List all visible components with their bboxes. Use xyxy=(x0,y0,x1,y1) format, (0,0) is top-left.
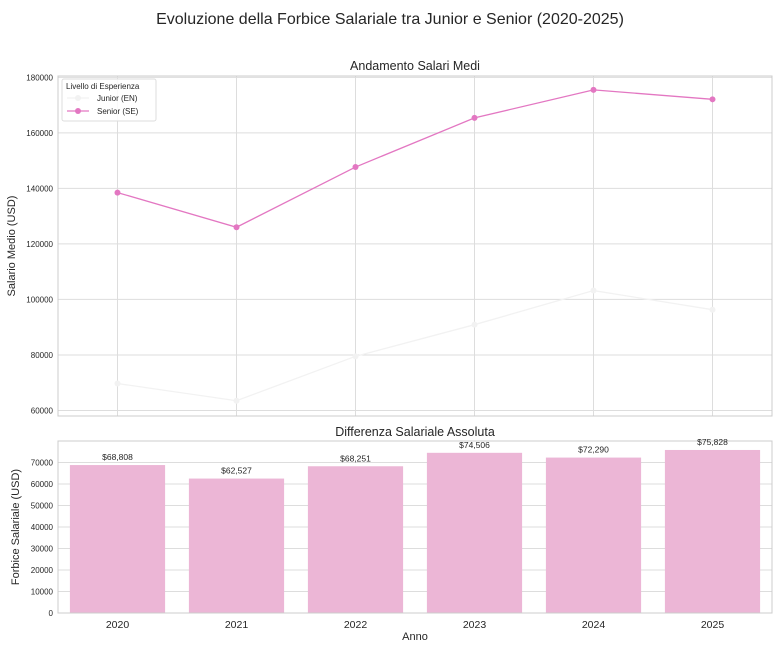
legend: Livello di Esperienza Junior (EN) Senior … xyxy=(61,78,157,122)
legend-marker-senior xyxy=(75,108,81,114)
bar xyxy=(426,452,523,613)
line-chart-y-tick-label: 160000 xyxy=(26,129,53,138)
bar-chart-y-tick-label: 50000 xyxy=(31,502,54,511)
bar-chart-x-tick-label: 2021 xyxy=(225,619,249,631)
bar xyxy=(664,449,761,613)
bar-data-label: $72,290 xyxy=(578,445,609,455)
line-chart-y-tick-label: 180000 xyxy=(26,73,53,82)
legend-label-junior: Junior (EN) xyxy=(97,94,138,103)
line-chart-y-tick-label: 100000 xyxy=(26,295,53,304)
line-chart-y-tick-label: 120000 xyxy=(26,240,53,249)
line-chart-frame xyxy=(57,75,773,417)
series-point-junior xyxy=(114,380,121,387)
line-chart-grid xyxy=(58,76,772,416)
bar-chart-y-tick-label: 40000 xyxy=(31,523,54,532)
bar-chart-salary-gap: Differenza Salariale Assoluta 0 10000 2000… xyxy=(10,425,773,643)
bar xyxy=(307,466,404,613)
series-line-junior xyxy=(117,289,713,402)
series-point-senior xyxy=(114,189,121,196)
bar-chart-y-tick-label: 20000 xyxy=(31,566,54,575)
series-point-senior xyxy=(352,164,359,171)
series-point-senior xyxy=(590,86,597,93)
line-chart-y-axis-label: Salario Medio (USD) xyxy=(6,196,18,297)
bar-chart-bars xyxy=(69,449,761,613)
series-point-senior xyxy=(709,96,716,103)
figure-title: Evoluzione della Forbice Salariale tra J… xyxy=(156,11,624,28)
bar-chart-y-tick-label: 0 xyxy=(49,609,54,618)
line-chart-salaries: Andamento Salari Medi 60000 80000 100000 12… xyxy=(6,59,773,417)
legend-items: Junior (EN) Senior (SE) xyxy=(67,94,139,116)
bar-chart-y-axis-label: Forbice Salariale (USD) xyxy=(10,469,22,585)
bar-data-label: $74,506 xyxy=(459,440,490,450)
line-chart-title: Andamento Salari Medi xyxy=(350,59,480,73)
bar-chart-x-axis-label: Anno xyxy=(402,631,428,643)
legend-label-senior: Senior (SE) xyxy=(97,107,139,116)
series-point-junior xyxy=(352,353,359,360)
bar-chart-frame xyxy=(57,440,773,614)
bar-data-label: $68,251 xyxy=(340,453,371,463)
series-point-junior xyxy=(709,306,716,313)
bar xyxy=(69,465,166,613)
series-point-junior xyxy=(471,321,478,328)
bar-chart-x-tick-label: 2024 xyxy=(582,619,606,631)
bar-chart-data-labels: $68,808 $62,527 $68,251 $74,506 $72,290 $75,8… xyxy=(102,437,728,476)
bar-chart-y-tick-label: 70000 xyxy=(31,459,54,468)
legend-title: Livello di Esperienza xyxy=(66,82,140,91)
bar xyxy=(545,457,642,613)
bar-chart-y-ticks: 0 10000 20000 30000 40000 50000 60000 70000 xyxy=(31,459,54,619)
bar-chart-title: Differenza Salariale Assoluta xyxy=(335,425,495,439)
line-chart-y-tick-label: 80000 xyxy=(31,351,54,360)
bar-chart-y-tick-label: 60000 xyxy=(31,480,54,489)
bar-chart-x-tick-label: 2025 xyxy=(701,619,725,631)
bar-chart-y-tick-label: 10000 xyxy=(31,588,54,597)
line-chart-y-tick-label: 140000 xyxy=(26,184,53,193)
series-point-senior xyxy=(471,114,478,121)
legend-marker-junior xyxy=(75,95,81,101)
bar-chart-x-tick-label: 2022 xyxy=(344,619,368,631)
line-chart-y-ticks: 60000 80000 100000 120000 140000 160000 180000 xyxy=(26,73,53,415)
bar-chart-x-ticks: 2020 2021 2022 2023 2024 2025 xyxy=(106,619,725,631)
bar-chart-y-tick-label: 30000 xyxy=(31,545,54,554)
bar-data-label: $68,808 xyxy=(102,452,133,462)
bar-data-label: $75,828 xyxy=(697,437,728,447)
bar-chart-x-tick-label: 2023 xyxy=(463,619,487,631)
bar-chart-x-tick-label: 2020 xyxy=(106,619,130,631)
line-chart-series xyxy=(114,86,716,404)
bar xyxy=(188,478,285,613)
series-point-senior xyxy=(233,224,240,231)
series-point-junior xyxy=(233,397,240,404)
series-line-senior xyxy=(117,89,713,228)
line-chart-y-tick-label: 60000 xyxy=(31,406,54,415)
series-point-junior xyxy=(590,287,597,294)
bar-data-label: $62,527 xyxy=(221,466,252,476)
